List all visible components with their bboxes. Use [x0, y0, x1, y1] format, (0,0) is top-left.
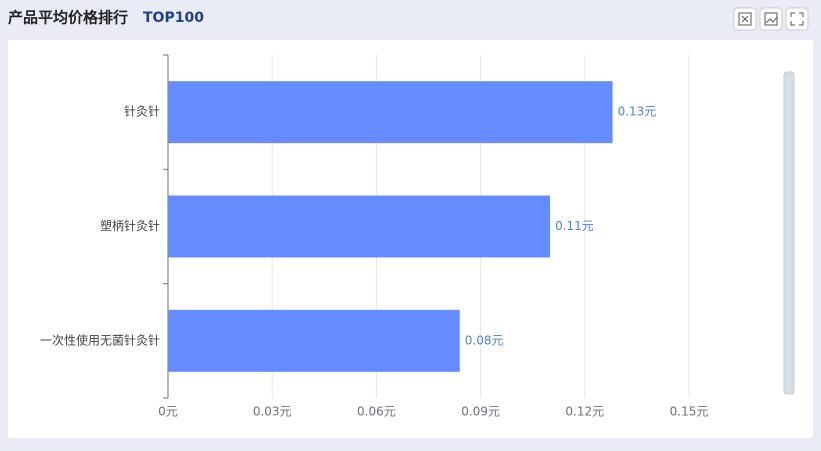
- fullscreen-button[interactable]: [785, 7, 809, 31]
- bar: [168, 195, 551, 258]
- bar: [168, 81, 613, 144]
- value-label: 0.11元: [555, 219, 594, 233]
- chart-subtitle: TOP100: [143, 10, 204, 26]
- excel-icon: [738, 12, 752, 26]
- x-tick-label: 0.12元: [565, 405, 604, 419]
- export-image-button[interactable]: [759, 7, 783, 31]
- scrollbar[interactable]: [783, 71, 795, 395]
- x-tick-label: 0.06元: [357, 405, 396, 419]
- x-tick-label: 0.15元: [670, 405, 709, 419]
- image-icon: [764, 12, 778, 26]
- value-label: 0.08元: [465, 333, 504, 347]
- toolbar: [733, 7, 809, 31]
- x-tick-label: 0.09元: [461, 405, 500, 419]
- y-tick-label: 一次性使用无菌针灸针: [40, 332, 160, 347]
- x-tick-label: 0元: [158, 405, 178, 419]
- value-label: 0.13元: [618, 105, 657, 119]
- bar: [168, 309, 460, 372]
- fullscreen-icon: [790, 12, 804, 26]
- chart-title: 产品平均价格排行: [8, 9, 128, 27]
- y-tick-label: 针灸针: [124, 104, 160, 119]
- x-tick-label: 0.03元: [253, 405, 292, 419]
- y-tick-label: 塑柄针灸针: [100, 218, 160, 233]
